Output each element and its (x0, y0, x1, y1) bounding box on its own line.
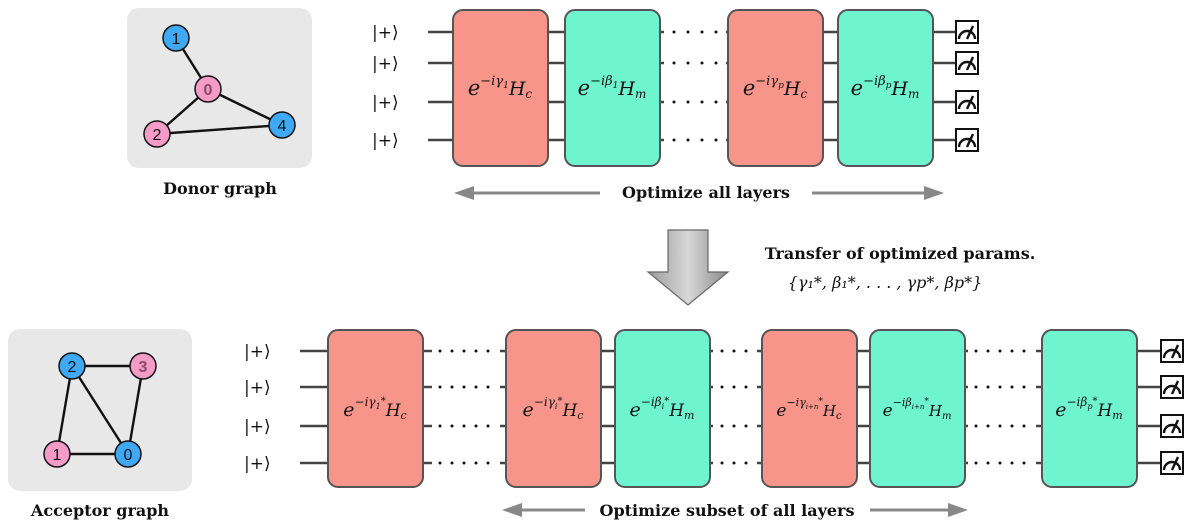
top-circuit: |+⟩ |+⟩ |+⟩ |+⟩ e−iγ1Hc e−iβ1Hm e−iγpHc … (372, 9, 979, 202)
node-label: 1 (172, 31, 181, 48)
graph-edge (156, 123, 283, 136)
graph-node: 1 (162, 24, 190, 52)
measurement-icon (955, 128, 979, 152)
cost-gate: e−iγ1*Hc (327, 329, 424, 488)
mixer-gate: e−iβp*Hm (1041, 329, 1138, 488)
graph-edge (55, 365, 74, 455)
acceptor-graph: 2 3 1 0 (8, 329, 192, 491)
input-state: |+⟩ (372, 93, 399, 113)
cost-gate: e−iγ1Hc (452, 9, 549, 167)
mixer-gate: e−iβi*Hm (614, 329, 711, 488)
input-state: |+⟩ (244, 378, 271, 398)
measurement-icon (955, 90, 979, 114)
graph-node: 0 (194, 75, 222, 103)
optimize-all-label: Optimize all layers (622, 183, 790, 202)
input-state: |+⟩ (372, 131, 399, 151)
graph-node: 2 (58, 352, 86, 380)
svg-text:e−iγ1Hc: e−iγ1Hc (468, 74, 533, 101)
input-state: |+⟩ (372, 54, 399, 74)
bottom-circuit: |+⟩ |+⟩ |+⟩ |+⟩ e−iγ1*Hc e−iγi*Hc e−iβi*… (244, 329, 1184, 520)
optimize-subset-label: Optimize subset of all layers (600, 501, 855, 520)
graph-edge (70, 365, 130, 455)
optimize-all-arrow (454, 186, 944, 200)
transfer-arrow (646, 229, 730, 306)
input-state: |+⟩ (244, 454, 271, 474)
input-state: |+⟩ (244, 417, 271, 437)
measurement-icon (1160, 375, 1184, 399)
node-label: 2 (68, 359, 77, 376)
node-label: 3 (139, 359, 148, 376)
graph-node: 4 (268, 111, 296, 139)
node-label: 1 (53, 447, 62, 464)
graph-edge (126, 365, 145, 455)
wire-gap (664, 25, 726, 149)
cost-gate: e−iγi+n*Hc (761, 329, 858, 488)
cost-gate: e−iγi*Hc (505, 329, 602, 488)
mixer-gate: e−iβi+n*Hm (869, 329, 966, 488)
graph-node: 2 (143, 120, 171, 148)
graph-node: 3 (129, 352, 157, 380)
mixer-gate: e−iβ1Hm (564, 9, 661, 167)
measurement-icon (955, 51, 979, 75)
input-state: |+⟩ (372, 23, 399, 43)
transfer-params: {γ₁*, β₁*, . . . , γp*, βp*} (788, 273, 983, 292)
input-state: |+⟩ (244, 342, 271, 362)
graph-node: 1 (43, 440, 71, 468)
acceptor-graph-label: Acceptor graph (30, 501, 170, 520)
measurement-icon (1160, 451, 1184, 475)
donor-graph: 1 0 2 4 (127, 8, 312, 168)
node-label: 2 (153, 127, 162, 144)
transfer-label: Transfer of optimized params. (765, 244, 1036, 263)
measurement-icon (1160, 339, 1184, 363)
wire-gap (432, 343, 1036, 471)
graph-node: 0 (114, 440, 142, 468)
cost-gate: e−iγpHc (727, 9, 824, 167)
mixer-gate: e−iβpHm (837, 9, 934, 167)
ellipsis-dots (672, 30, 718, 142)
ellipsis-dots (438, 349, 1026, 465)
node-label: 4 (278, 118, 287, 135)
optimize-subset-arrow (502, 503, 968, 517)
donor-graph-label: Donor graph (163, 179, 277, 198)
measurement-icon (955, 20, 979, 44)
measurement-icon (1160, 414, 1184, 438)
node-label: 0 (204, 82, 213, 99)
node-label: 0 (124, 447, 133, 464)
